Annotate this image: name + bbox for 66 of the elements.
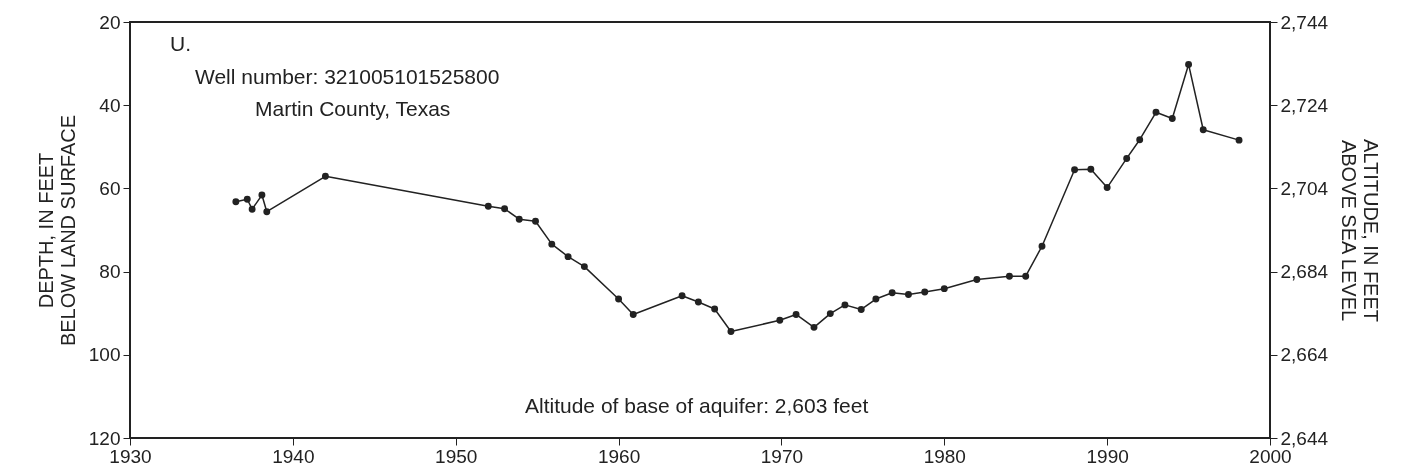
y-tick-label: 40 <box>99 94 121 116</box>
point <box>548 240 556 248</box>
x-tick-label: 1960 <box>597 445 641 467</box>
point <box>629 310 637 318</box>
point <box>1168 115 1176 122</box>
point <box>321 172 329 180</box>
y2-axis-title: ALTITUDE, IN FEET ABOVE SEA LEVEL <box>1338 139 1383 322</box>
x-tick-label: 1950 <box>435 445 478 467</box>
y-tick-label: 60 <box>99 177 121 199</box>
point <box>580 263 588 271</box>
point <box>1152 108 1160 116</box>
point <box>857 306 865 313</box>
y2-tick-label: 2,664 <box>1280 344 1329 366</box>
x-tick-label: 1980 <box>923 445 966 467</box>
annotation: Altitude of base of aquifer: 2,603 feet <box>525 394 869 417</box>
point <box>678 292 686 300</box>
point <box>727 328 735 335</box>
point <box>826 310 834 318</box>
point <box>1071 166 1079 174</box>
point <box>484 202 492 210</box>
point <box>258 191 266 199</box>
y-axis-title: DEPTH, IN FEET BELOW LAND SURFACE <box>34 114 79 347</box>
point <box>243 195 251 203</box>
point <box>248 205 256 213</box>
point <box>1136 136 1144 144</box>
point <box>615 295 623 303</box>
point <box>810 323 818 331</box>
point <box>1038 242 1046 250</box>
y2-tick-label: 2,724 <box>1280 94 1329 116</box>
y-tick-label: 80 <box>99 261 121 283</box>
point <box>841 301 849 309</box>
y2-tick-label: 2,704 <box>1280 177 1329 199</box>
point <box>532 217 539 225</box>
point <box>1022 272 1030 280</box>
point <box>263 208 271 216</box>
point <box>564 253 572 261</box>
point <box>973 276 981 283</box>
point <box>888 289 896 297</box>
y-tick-label: 20 <box>99 11 121 33</box>
point <box>232 198 240 206</box>
point <box>501 205 509 213</box>
point <box>1199 126 1207 134</box>
point <box>1087 165 1095 173</box>
point <box>1123 154 1131 162</box>
point <box>921 288 929 296</box>
point <box>1235 136 1243 144</box>
point <box>1103 184 1111 192</box>
point <box>792 310 800 318</box>
y2-tick-label: 2,684 <box>1280 261 1329 283</box>
x-tick-label: 1940 <box>272 445 315 467</box>
point <box>1005 272 1013 280</box>
point <box>515 215 523 223</box>
point <box>904 291 912 298</box>
point <box>694 298 702 306</box>
point <box>872 295 880 303</box>
y-tick-label: 100 <box>88 344 121 366</box>
annotation: Martin County, Texas <box>255 97 451 120</box>
point <box>1185 60 1193 68</box>
point <box>711 305 719 313</box>
x-tick-label: 1970 <box>760 445 804 467</box>
y2-tick-label: 2,744 <box>1280 11 1329 33</box>
annotation: U. <box>170 32 191 55</box>
point <box>940 285 948 293</box>
point <box>776 316 784 324</box>
annotation: Well number: 321005101525800 <box>195 65 500 88</box>
x-tick-label: 1990 <box>1086 445 1129 467</box>
